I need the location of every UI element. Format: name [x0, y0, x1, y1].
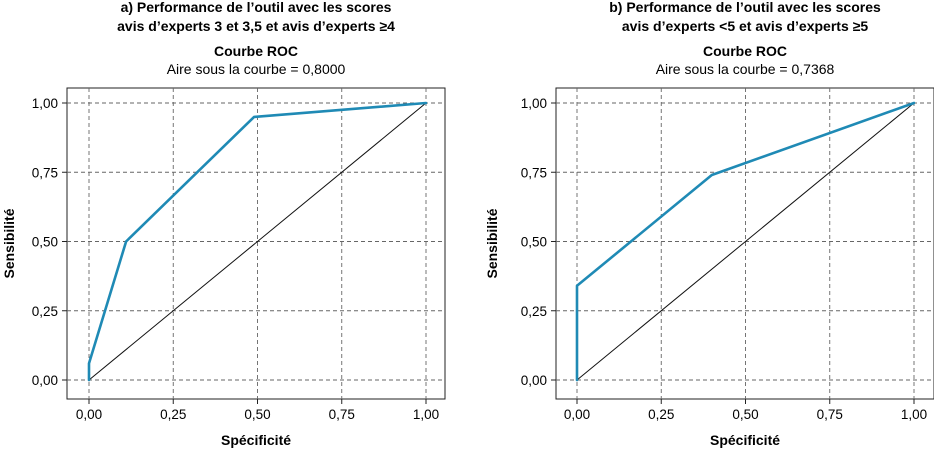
- y-tick-label: 0,50: [521, 235, 547, 250]
- x-tick-label: 1,00: [413, 407, 439, 422]
- reference-diagonal: [88, 102, 427, 381]
- chart-subtitle: Courbe ROC: [703, 43, 787, 59]
- roc-panel-b: b) Performance de l’outil avec les score…: [484, 0, 934, 448]
- roc-panel-a: a) Performance de l’outil avec les score…: [1, 0, 446, 448]
- reference-diagonal: [576, 102, 915, 381]
- x-tick-label: 0,25: [160, 407, 186, 422]
- x-axis-label: Spécificité: [710, 432, 780, 448]
- y-tick-label: 0,00: [521, 373, 547, 388]
- y-tick-label: 0,75: [32, 165, 58, 180]
- roc-curve: [87, 101, 428, 382]
- x-tick-label: 0,50: [732, 407, 758, 422]
- x-tick-label: 0,75: [817, 407, 843, 422]
- chart-title: b) Performance de l’outil avec les score…: [609, 0, 881, 15]
- x-tick-label: 0,25: [648, 407, 674, 422]
- x-tick-label: 0,00: [564, 407, 590, 422]
- x-tick-label: 0,00: [76, 407, 102, 422]
- x-tick-label: 1,00: [901, 407, 927, 422]
- x-tick-label: 0,50: [244, 407, 270, 422]
- y-axis-label: Sensibilité: [1, 208, 17, 278]
- auc-label: Aire sous la courbe = 0,7368: [656, 61, 835, 77]
- chart-title-line2: avis d’experts <5 et avis d’experts ≥5: [622, 18, 868, 34]
- x-axis-label: Spécificité: [221, 432, 291, 448]
- y-tick-label: 0,75: [521, 165, 547, 180]
- roc-curve: [575, 101, 916, 382]
- auc-label: Aire sous la courbe = 0,8000: [167, 61, 346, 77]
- x-tick-label: 0,75: [329, 407, 355, 422]
- chart-title: a) Performance de l’outil avec les score…: [121, 0, 392, 15]
- y-tick-label: 0,25: [32, 304, 58, 319]
- chart-title-line2: avis d’experts 3 et 3,5 et avis d’expert…: [117, 18, 395, 34]
- plot-frame: [66, 87, 446, 400]
- y-tick-label: 0,25: [521, 304, 547, 319]
- y-tick-label: 1,00: [32, 96, 58, 111]
- chart-subtitle: Courbe ROC: [214, 43, 298, 59]
- y-tick-label: 0,50: [32, 235, 58, 250]
- y-axis-label: Sensibilité: [484, 208, 500, 278]
- y-tick-label: 0,00: [32, 373, 58, 388]
- y-tick-label: 1,00: [521, 96, 547, 111]
- plot-frame: [555, 87, 934, 400]
